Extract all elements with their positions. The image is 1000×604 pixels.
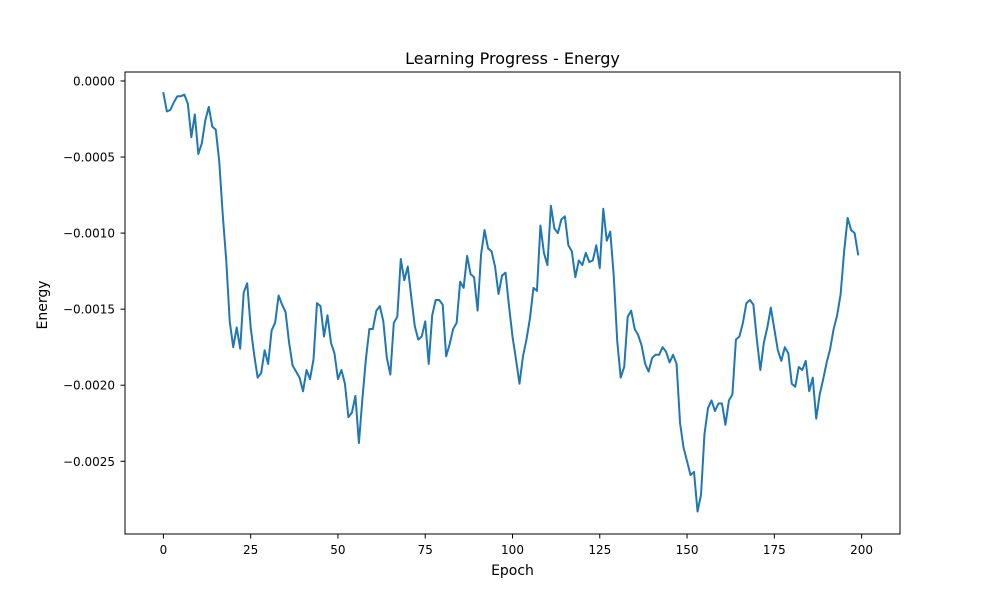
x-tick-label: 0 xyxy=(160,543,168,557)
y-tick-label: −0.0025 xyxy=(63,455,115,469)
plot-frame xyxy=(124,71,901,535)
x-tick-label: 25 xyxy=(243,543,258,557)
x-tick-label: 200 xyxy=(850,543,873,557)
chart-title: Learning Progress - Energy xyxy=(405,49,620,68)
y-tick-label: 0.0000 xyxy=(73,74,115,88)
x-tick-label: 150 xyxy=(676,543,699,557)
x-tick-label: 50 xyxy=(330,543,345,557)
y-tick-label: −0.0010 xyxy=(63,227,115,241)
axis-ticks: 0 25 50 75 100 125 150 175 200 0.0000 −0.0005 −0.00… xyxy=(63,74,873,557)
x-tick-label: 100 xyxy=(501,543,524,557)
energy-series-line xyxy=(162,91,860,513)
y-tick-label: −0.0020 xyxy=(63,379,115,393)
y-tick-label: −0.0015 xyxy=(63,303,115,317)
y-axis-label: Energy xyxy=(35,280,51,329)
y-tick-label: −0.0005 xyxy=(63,151,115,165)
x-tick-label: 125 xyxy=(588,543,611,557)
x-tick-label: 75 xyxy=(418,543,433,557)
x-tick-label: 175 xyxy=(763,543,786,557)
x-axis-label: Epoch xyxy=(491,563,534,579)
